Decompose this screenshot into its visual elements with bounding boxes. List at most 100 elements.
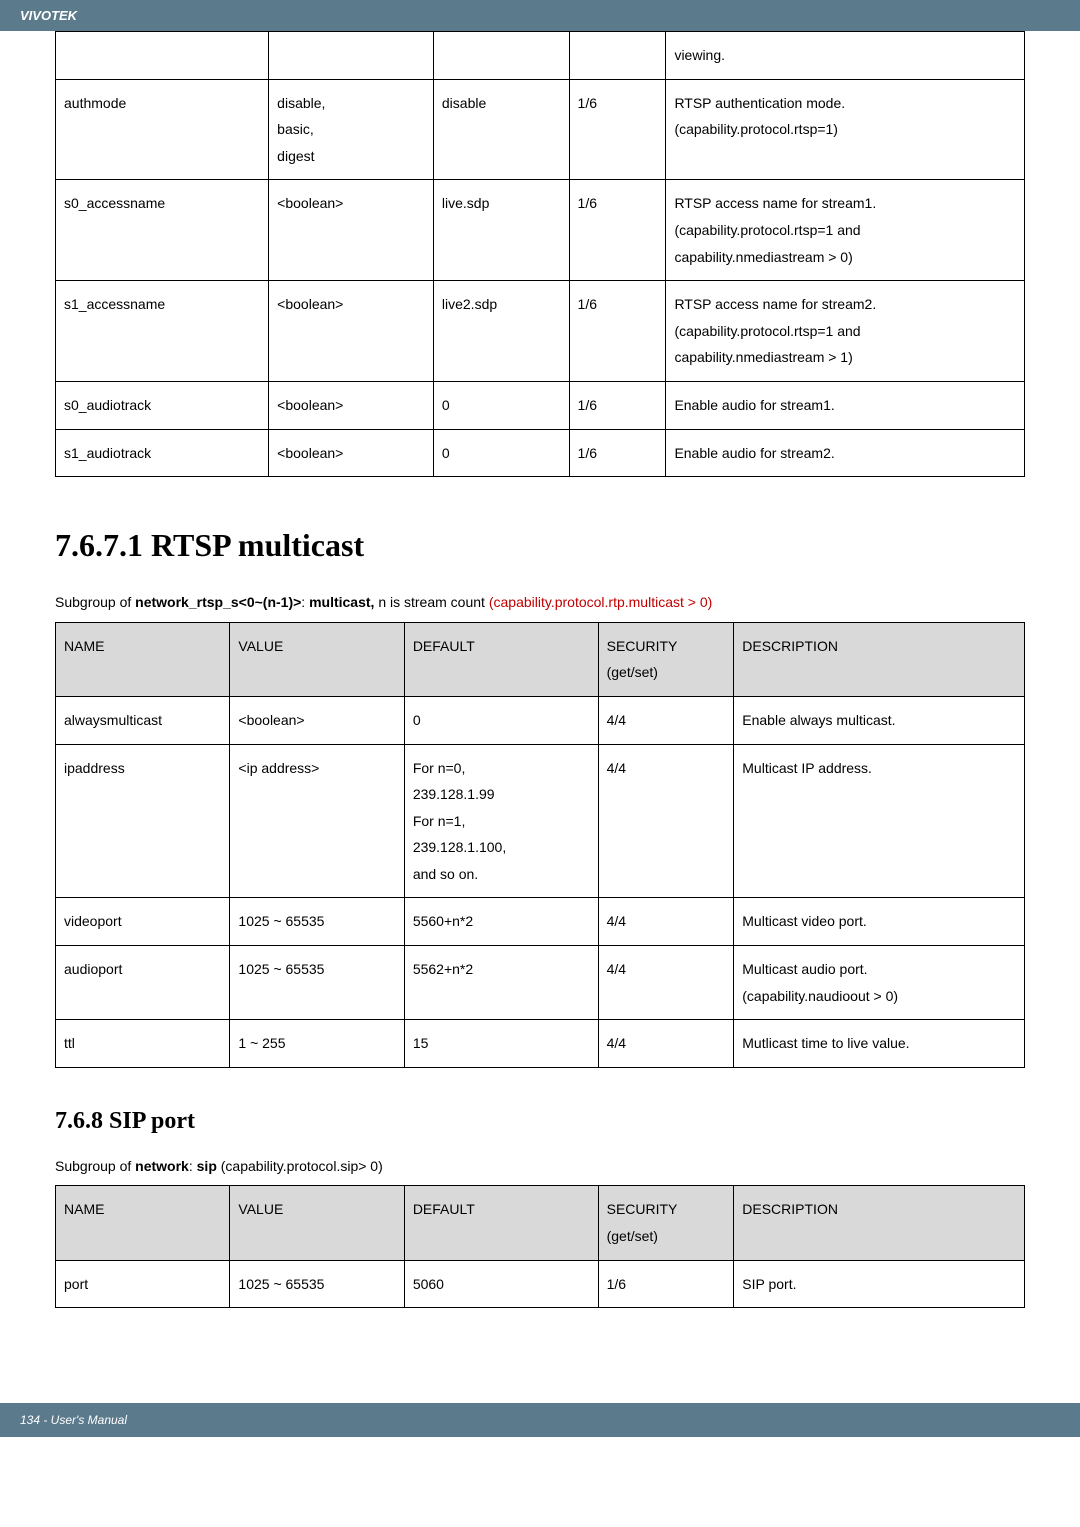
cell: disable, basic, digest (269, 79, 434, 180)
cell: RTSP access name for stream1. (capabilit… (666, 180, 1025, 281)
cell: Multicast IP address. (734, 744, 1025, 898)
table-row: s0_audiotrack <boolean> 0 1/6 Enable aud… (56, 381, 1025, 429)
cell (433, 32, 569, 80)
cell: 4/4 (598, 898, 734, 946)
table-row: ttl 1 ~ 255 15 4/4 Mutlicast time to liv… (56, 1020, 1025, 1068)
cell: ttl (56, 1020, 230, 1068)
cell: authmode (56, 79, 269, 180)
cell: port (56, 1260, 230, 1308)
brand-text: VIVOTEK (20, 8, 77, 23)
cell: 1025 ~ 65535 (230, 946, 404, 1020)
text: Subgroup of (55, 1158, 135, 1174)
cell: audioport (56, 946, 230, 1020)
cell (56, 32, 269, 80)
page-content: viewing. authmode disable, basic, digest… (0, 31, 1080, 1348)
table-header-row: NAME VALUE DEFAULT SECURITY (get/set) DE… (56, 1186, 1025, 1260)
cell: s1_audiotrack (56, 429, 269, 477)
col-header: VALUE (230, 1186, 404, 1260)
cell: 1 ~ 255 (230, 1020, 404, 1068)
cell (269, 32, 434, 80)
table-row: authmode disable, basic, digest disable … (56, 79, 1025, 180)
text: : (301, 594, 309, 610)
table-row: alwaysmulticast <boolean> 0 4/4 Enable a… (56, 696, 1025, 744)
col-header: NAME (56, 1186, 230, 1260)
table-row: ipaddress <ip address> For n=0, 239.128.… (56, 744, 1025, 898)
cell: 1/6 (569, 281, 666, 382)
text: n is stream count (378, 594, 489, 610)
cell: Multicast audio port. (capability.naudio… (734, 946, 1025, 1020)
cell: <boolean> (269, 281, 434, 382)
text-bold: multicast, (309, 594, 378, 610)
cell: Mutlicast time to live value. (734, 1020, 1025, 1068)
multicast-table: NAME VALUE DEFAULT SECURITY (get/set) DE… (55, 622, 1025, 1068)
cell: 5562+n*2 (404, 946, 598, 1020)
cell: Enable audio for stream1. (666, 381, 1025, 429)
col-header: DEFAULT (404, 1186, 598, 1260)
cell: 1/6 (569, 429, 666, 477)
cell: 1/6 (598, 1260, 734, 1308)
col-header: SECURITY (get/set) (598, 1186, 734, 1260)
col-header: SECURITY (get/set) (598, 622, 734, 696)
text-bold: network_rtsp_s<0~(n-1)> (135, 594, 301, 610)
cell: RTSP authentication mode. (capability.pr… (666, 79, 1025, 180)
cell (569, 32, 666, 80)
cell: 0 (433, 429, 569, 477)
cell: 4/4 (598, 696, 734, 744)
header-bar: VIVOTEK (0, 0, 1080, 31)
text: (capability.protocol.sip> 0) (217, 1158, 383, 1174)
cell: SIP port. (734, 1260, 1025, 1308)
col-header: NAME (56, 622, 230, 696)
cell: s0_accessname (56, 180, 269, 281)
rtsp-tbody: viewing. authmode disable, basic, digest… (56, 32, 1025, 477)
cell: s0_audiotrack (56, 381, 269, 429)
cell: 1025 ~ 65535 (230, 1260, 404, 1308)
cell: 1/6 (569, 381, 666, 429)
cell: Multicast video port. (734, 898, 1025, 946)
cell: 5560+n*2 (404, 898, 598, 946)
cell: live.sdp (433, 180, 569, 281)
cell: 1/6 (569, 180, 666, 281)
cell: Enable audio for stream2. (666, 429, 1025, 477)
cell: 5060 (404, 1260, 598, 1308)
col-header: DESCRIPTION (734, 622, 1025, 696)
sip-table: NAME VALUE DEFAULT SECURITY (get/set) DE… (55, 1185, 1025, 1308)
cell: <boolean> (269, 180, 434, 281)
cell: live2.sdp (433, 281, 569, 382)
subgroup-text-sip: Subgroup of network: sip (capability.pro… (55, 1153, 1025, 1180)
subgroup-text-multicast: Subgroup of network_rtsp_s<0~(n-1)>: mul… (55, 589, 1025, 616)
section-heading-sip-port: 7.6.8 SIP port (55, 1108, 1025, 1135)
cell: alwaysmulticast (56, 696, 230, 744)
cell: s1_accessname (56, 281, 269, 382)
cell: <boolean> (230, 696, 404, 744)
cell: <boolean> (269, 381, 434, 429)
table-row: port 1025 ~ 65535 5060 1/6 SIP port. (56, 1260, 1025, 1308)
col-header: VALUE (230, 622, 404, 696)
col-header: DEFAULT (404, 622, 598, 696)
cell: <boolean> (269, 429, 434, 477)
text-red: (capability.protocol.rtp.multicast > 0) (489, 594, 712, 610)
footer-bar: 134 - User's Manual (0, 1403, 1080, 1437)
text: Subgroup of (55, 594, 135, 610)
rtsp-table: viewing. authmode disable, basic, digest… (55, 31, 1025, 477)
footer-text: 134 - User's Manual (20, 1413, 127, 1427)
text: : (189, 1158, 197, 1174)
cell: viewing. (666, 32, 1025, 80)
cell: 15 (404, 1020, 598, 1068)
cell: 0 (433, 381, 569, 429)
table-row: videoport 1025 ~ 65535 5560+n*2 4/4 Mult… (56, 898, 1025, 946)
cell: videoport (56, 898, 230, 946)
cell: 4/4 (598, 946, 734, 1020)
cell: disable (433, 79, 569, 180)
cell: Enable always multicast. (734, 696, 1025, 744)
cell: ipaddress (56, 744, 230, 898)
table-row: audioport 1025 ~ 65535 5562+n*2 4/4 Mult… (56, 946, 1025, 1020)
table-header-row: NAME VALUE DEFAULT SECURITY (get/set) DE… (56, 622, 1025, 696)
cell: RTSP access name for stream2. (capabilit… (666, 281, 1025, 382)
text-bold: sip (197, 1158, 217, 1174)
table-row: viewing. (56, 32, 1025, 80)
col-header: DESCRIPTION (734, 1186, 1025, 1260)
text-bold: network (135, 1158, 189, 1174)
cell: 1/6 (569, 79, 666, 180)
cell: 4/4 (598, 744, 734, 898)
table-row: s1_accessname <boolean> live2.sdp 1/6 RT… (56, 281, 1025, 382)
